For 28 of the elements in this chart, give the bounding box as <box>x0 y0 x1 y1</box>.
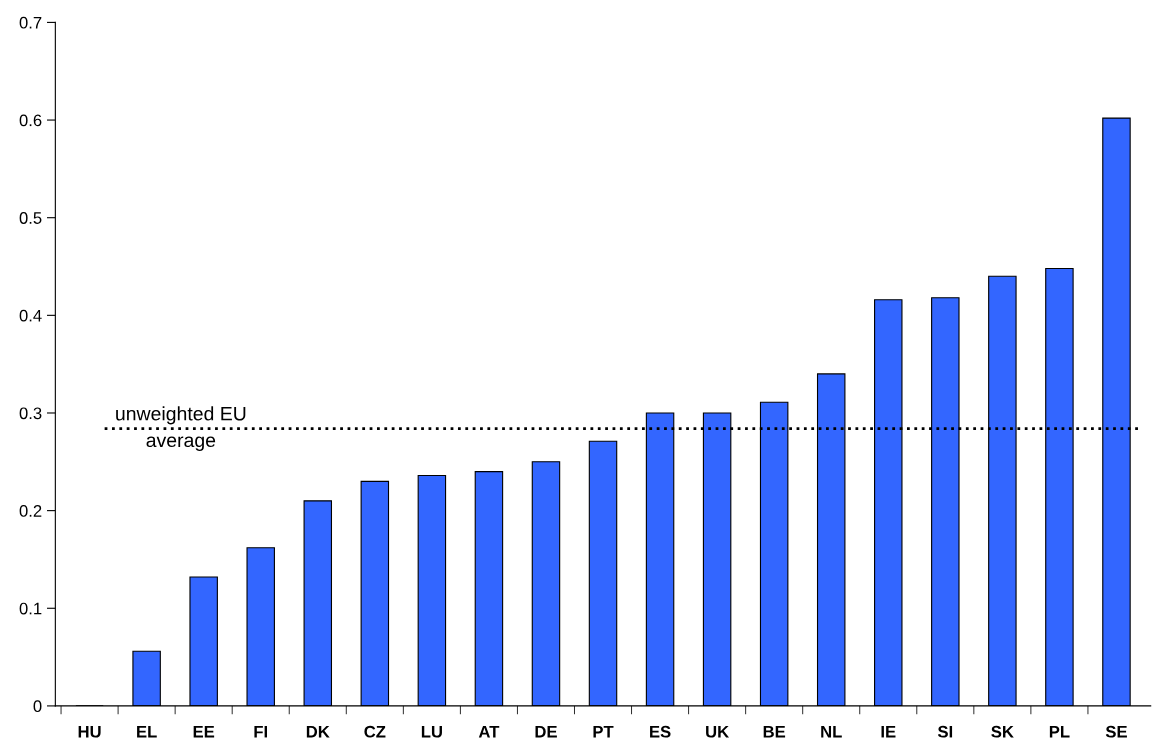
x-tick-label: PT <box>593 725 614 738</box>
x-tick-label: FI <box>254 725 268 738</box>
x-tick-label: EE <box>193 725 215 738</box>
x-tick-label: DK <box>306 725 330 738</box>
x-tick-label: HU <box>78 725 101 738</box>
x-tick-label: SI <box>937 725 953 738</box>
x-tick-label: IE <box>881 725 896 738</box>
y-tick-label: 0.3 <box>19 407 42 420</box>
y-tick-label: 0.7 <box>19 16 42 29</box>
x-tick-label: AT <box>478 725 500 738</box>
x-tick-label: UK <box>706 725 729 738</box>
x-tick-label: DE <box>535 725 557 738</box>
x-tick-label: PL <box>1049 725 1070 738</box>
y-tick-label: 0.1 <box>19 602 42 615</box>
x-tick-label: LU <box>421 725 442 738</box>
x-tick-label: NL <box>821 725 842 738</box>
x-tick-label: BE <box>763 725 786 738</box>
x-tick-label: CZ <box>364 725 386 738</box>
y-tick-label: 0 <box>33 700 42 713</box>
y-tick-label: 0.6 <box>19 114 42 127</box>
y-tick-label: 0.4 <box>19 309 42 322</box>
x-tick-label: SK <box>991 725 1014 738</box>
y-tick-label: 0.5 <box>19 212 42 224</box>
x-tick-label: EL <box>137 725 157 738</box>
y-tick-label: 0.2 <box>19 505 42 517</box>
x-tick-label: SE <box>1105 725 1127 738</box>
x-tick-label: ES <box>650 725 671 738</box>
ref-line-label: unweighted EU average <box>116 406 246 451</box>
